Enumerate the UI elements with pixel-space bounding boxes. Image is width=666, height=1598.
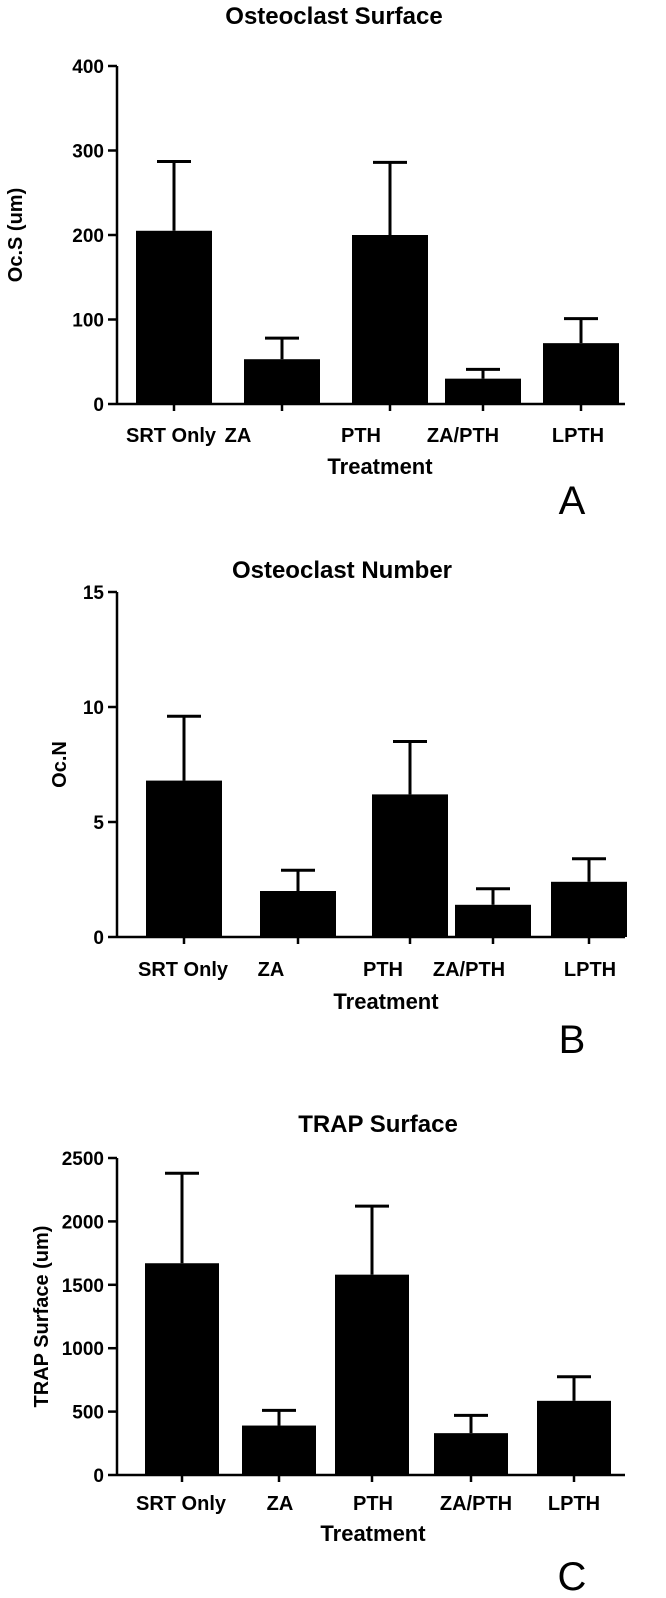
chart-title: Osteoclast Surface bbox=[225, 3, 442, 30]
bar-za-pth bbox=[455, 904, 531, 937]
y-tick-label: 300 bbox=[72, 142, 104, 163]
panel-letter: C bbox=[558, 1555, 587, 1598]
y-tick-label: 200 bbox=[72, 226, 104, 247]
x-axis-label: Treatment bbox=[327, 454, 433, 479]
bar-srt-only bbox=[146, 780, 222, 937]
y-tick-label: 0 bbox=[93, 928, 104, 949]
bar-za bbox=[242, 1425, 316, 1475]
y-axis-label: TRAP Surface (um) bbox=[31, 1226, 53, 1408]
category-label: LPTH bbox=[552, 425, 604, 447]
bar-pth bbox=[335, 1274, 409, 1475]
category-label: SRT Only bbox=[136, 1493, 227, 1515]
panel-letter: A bbox=[559, 479, 586, 523]
category-label: PTH bbox=[341, 425, 381, 447]
bar-lpth bbox=[543, 343, 619, 404]
bar-za-pth bbox=[445, 378, 521, 404]
y-tick-label: 500 bbox=[72, 1403, 104, 1424]
chart-title: Osteoclast Number bbox=[232, 557, 452, 584]
bar-pth bbox=[372, 794, 448, 937]
bar-lpth bbox=[537, 1400, 611, 1475]
y-tick-label: 10 bbox=[83, 698, 104, 719]
category-label: ZA bbox=[267, 1493, 294, 1515]
category-label: ZA/PTH bbox=[427, 425, 499, 447]
bar-srt-only bbox=[145, 1263, 219, 1475]
chart-panel-A: Osteoclast Surface 0 100 200 300 400 Oc.S (um)… bbox=[5, 3, 625, 523]
category-label: LPTH bbox=[564, 959, 616, 981]
chart-panel-C: TRAP Surface 0 500 1000 1500 2000 2500 TRAP Sur… bbox=[31, 1111, 625, 1598]
y-tick-label: 15 bbox=[83, 583, 105, 604]
y-tick-label: 1500 bbox=[62, 1276, 104, 1297]
bar-srt-only bbox=[136, 230, 212, 404]
y-tick-label: 100 bbox=[72, 311, 104, 332]
y-axis-label: Oc.N bbox=[49, 741, 71, 788]
bar-za-pth bbox=[434, 1433, 508, 1475]
y-tick-label: 0 bbox=[93, 1466, 104, 1487]
category-label: SRT Only bbox=[138, 959, 229, 981]
x-axis-label: Treatment bbox=[320, 1521, 426, 1546]
y-tick-label: 2500 bbox=[62, 1149, 104, 1170]
category-label: PTH bbox=[363, 959, 403, 981]
chart-panel-B: Osteoclast Number 0 5 10 15 Oc.N SRT Only ZA PTH… bbox=[49, 557, 627, 1062]
y-tick-label: 5 bbox=[93, 813, 104, 834]
panel-letter: B bbox=[559, 1018, 586, 1062]
category-label: ZA/PTH bbox=[433, 959, 505, 981]
category-label: LPTH bbox=[548, 1493, 600, 1515]
chart-title: TRAP Surface bbox=[298, 1111, 458, 1138]
bar-za bbox=[260, 891, 336, 937]
category-label: ZA bbox=[225, 425, 252, 447]
y-tick-label: 0 bbox=[93, 395, 104, 416]
bar-lpth bbox=[551, 881, 627, 937]
category-label: ZA/PTH bbox=[440, 1493, 512, 1515]
bar-za bbox=[244, 359, 320, 404]
y-tick-label: 2000 bbox=[62, 1212, 104, 1233]
y-axis-label: Oc.S (um) bbox=[5, 188, 27, 282]
y-tick-label: 400 bbox=[72, 57, 104, 78]
y-tick-label: 1000 bbox=[62, 1339, 104, 1360]
x-axis-label: Treatment bbox=[333, 989, 439, 1014]
category-label: SRT Only bbox=[126, 425, 217, 447]
category-label: ZA bbox=[258, 959, 285, 981]
category-label: PTH bbox=[353, 1493, 393, 1515]
bar-pth bbox=[352, 235, 428, 404]
